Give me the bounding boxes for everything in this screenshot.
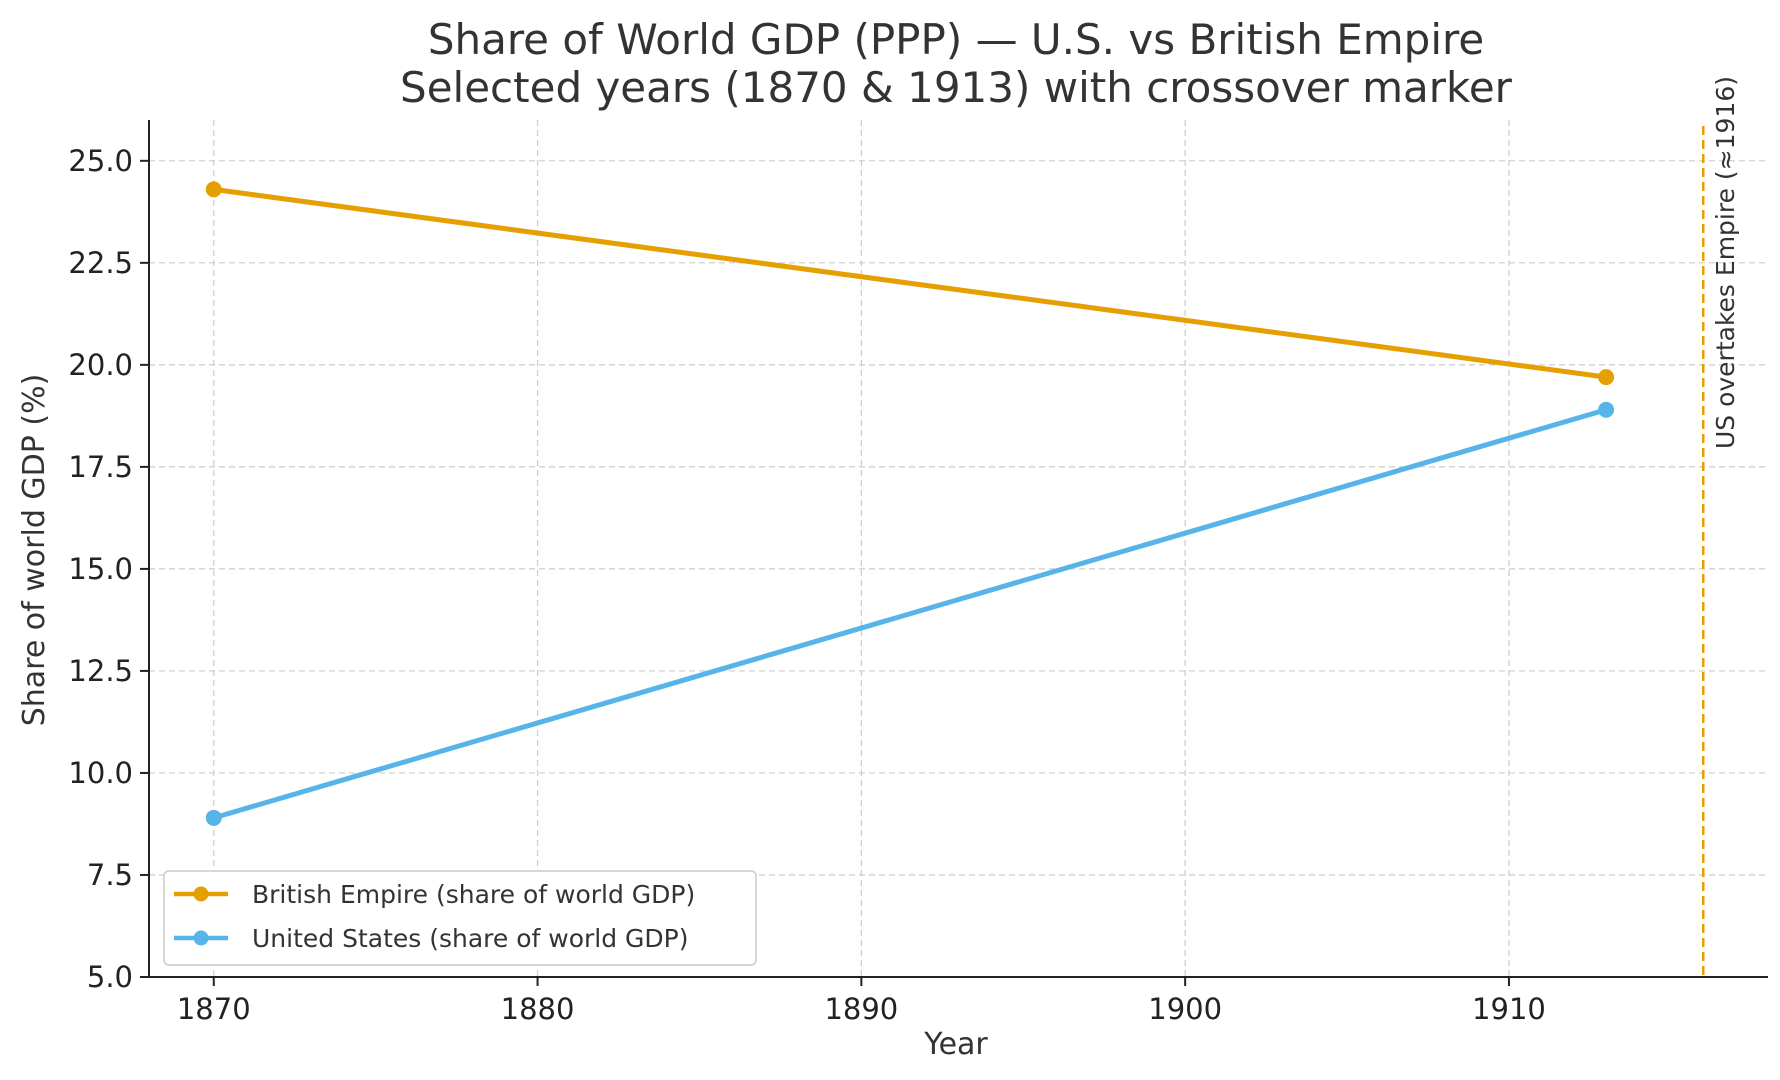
y-tick-label: 12.5 [68,654,133,688]
ticks-layer: 1870 1880 1890 1900 1910 5.0 7.5 10.0 12.5 15.0 17… [68,144,1545,1026]
series-layer [205,181,1615,826]
chart-title: Share of World GDP (PPP) — U.S. vs Briti… [428,15,1484,64]
legend-marker-british-empire [193,886,209,902]
legend: British Empire (share of world GDP) Unit… [163,870,757,966]
y-tick-label: 7.5 [87,858,133,892]
x-axis-label: Year [923,1027,988,1062]
data-point-united-states [1598,401,1615,418]
annotation-layer: US overtakes Empire (≈1916) [1701,76,1740,977]
legend-box [163,870,757,966]
x-tick-label: 1880 [501,992,575,1026]
y-tick-label: 15.0 [68,552,133,586]
y-axis-label: Share of world GDP (%) [17,374,52,727]
legend-label-united-states: United States (share of world GDP) [252,924,689,953]
x-tick-label: 1870 [177,992,251,1026]
data-point-united-states [205,809,222,826]
legend-marker-united-states [193,930,209,946]
y-tick-label: 10.0 [68,756,133,790]
series-line-united-states [211,407,1609,821]
data-point-british-empire [205,181,222,198]
grid-layer [149,120,1768,977]
x-tick-label: 1910 [1472,992,1546,1026]
x-tick-label: 1890 [824,992,898,1026]
y-tick-label: 20.0 [68,348,133,382]
data-point-british-empire [1598,369,1615,386]
series-line-british-empire [211,186,1609,380]
chart-subtitle: Selected years (1870 & 1913) with crosso… [400,63,1513,112]
y-tick-label: 25.0 [68,144,133,178]
y-tick-label: 22.5 [68,246,133,280]
x-tick-label: 1900 [1148,992,1222,1026]
legend-label-british-empire: British Empire (share of world GDP) [252,880,695,909]
y-tick-label: 17.5 [68,450,133,484]
y-tick-label: 5.0 [87,960,133,994]
crossover-annotation-label: US overtakes Empire (≈1916) [1711,76,1740,449]
